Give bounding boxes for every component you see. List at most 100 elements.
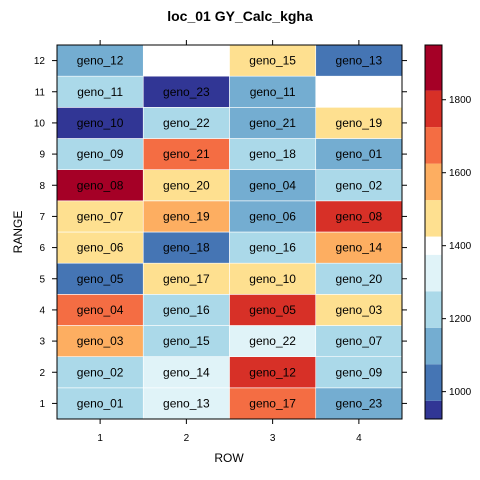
- cell-label: geno_22: [163, 116, 210, 130]
- heatmap-cell: [56, 75, 144, 108]
- colorbar-swatch: [425, 127, 442, 164]
- heatmap-cell: [56, 107, 144, 139]
- cell-label: geno_09: [336, 365, 383, 379]
- colorbar-swatch: [425, 45, 442, 91]
- cell-label: geno_23: [336, 396, 383, 410]
- colorbar-tick-label: 1400: [449, 241, 472, 252]
- colorbar-frame: [424, 44, 443, 420]
- heatmap-cell: [229, 231, 317, 264]
- cell-label: geno_03: [77, 334, 124, 348]
- cell-label: geno_07: [336, 334, 383, 348]
- plot-frame: [56, 44, 403, 420]
- cell-label: geno_09: [77, 147, 124, 161]
- cell-label: geno_10: [77, 116, 124, 130]
- y-tick-label: 7: [39, 212, 45, 223]
- x-tick-label: 1: [97, 433, 103, 444]
- heatmap-cell: [315, 262, 403, 295]
- heatmap-cell: [229, 262, 317, 295]
- colorbar-swatch: [425, 327, 442, 365]
- colorbar-tick-label: 1600: [449, 168, 472, 179]
- cell-label: geno_02: [77, 365, 124, 379]
- chart-title: loc_01 GY_Calc_kgha: [167, 8, 313, 24]
- heatmap-cell: [142, 138, 230, 170]
- cell-label: geno_05: [77, 272, 124, 286]
- y-axis-title: RANGE: [11, 211, 25, 254]
- y-tick-label: 3: [39, 337, 45, 348]
- heatmap-cell: [315, 325, 403, 357]
- heatmap-cell: [56, 356, 144, 389]
- x-axis: 1 2 3 4: [97, 40, 362, 444]
- x-axis-title: ROW: [214, 451, 244, 465]
- heatmap-cell: [56, 387, 144, 420]
- cell-label: geno_14: [336, 241, 383, 255]
- cell-label: geno_10: [249, 272, 296, 286]
- colorbar-tick-label: 1800: [449, 95, 472, 106]
- heatmap-cell: [142, 75, 230, 108]
- heatmap-cell: [142, 387, 230, 420]
- cell-label: geno_21: [163, 147, 210, 161]
- cell-label: geno_18: [249, 147, 296, 161]
- colorbar-swatch: [425, 90, 442, 128]
- y-tick-label: 8: [39, 181, 45, 192]
- cell-label: geno_20: [163, 178, 210, 192]
- cell-label: geno_03: [336, 303, 383, 317]
- cell-label: geno_01: [336, 147, 383, 161]
- cell-label: geno_11: [77, 85, 123, 99]
- cell-label: geno_16: [249, 241, 296, 255]
- colorbar-swatch: [425, 400, 442, 419]
- y-tick-label: 2: [39, 368, 45, 379]
- cell-label: geno_13: [163, 396, 210, 410]
- cell-label: geno_19: [336, 116, 383, 130]
- cell-label: geno_07: [77, 209, 124, 223]
- x-tick-label: 2: [184, 433, 190, 444]
- heatmap-cell: [315, 107, 403, 139]
- heatmap-cells: geno_01 geno_13 geno_17 geno_23 geno_02 geno_…: [56, 44, 403, 420]
- colorbar: 1000 1200 1400 1600 1800: [424, 44, 472, 420]
- cell-label: geno_22: [249, 334, 296, 348]
- y-tick-label: 9: [39, 150, 45, 161]
- heatmap-cell: [229, 200, 317, 233]
- cell-label: geno_16: [163, 303, 210, 317]
- cell-label: geno_21: [249, 116, 296, 130]
- colorbar-swatch: [425, 364, 442, 401]
- heatmap-cell: [315, 294, 403, 326]
- heatmap-cell: [315, 138, 403, 170]
- x-tick-label: 4: [356, 433, 362, 444]
- y-tick-label: 6: [39, 243, 45, 254]
- heatmap-cell: [142, 325, 230, 357]
- cell-label: geno_11: [250, 85, 296, 99]
- y-tick-label: 12: [34, 56, 46, 67]
- y-tick-label: 1: [39, 399, 45, 410]
- y-tick-label: 11: [35, 87, 46, 98]
- colorbar-swatch: [425, 163, 442, 201]
- colorbar-swatch: [425, 236, 442, 255]
- cell-label: geno_13: [336, 54, 383, 68]
- cell-label: geno_17: [249, 396, 296, 410]
- heatmap-cell: [315, 200, 403, 233]
- cell-label: geno_05: [249, 303, 296, 317]
- cell-label: geno_23: [163, 85, 210, 99]
- cell-label: geno_12: [249, 365, 296, 379]
- cell-label: geno_15: [249, 54, 296, 68]
- cell-label: geno_12: [77, 54, 124, 68]
- colorbar-tick-label: 1000: [449, 387, 472, 398]
- cell-label: geno_14: [163, 365, 210, 379]
- heatmap-cell: [315, 387, 403, 420]
- y-tick-label: 5: [39, 274, 45, 285]
- colorbar-tick-label: 1200: [449, 314, 472, 325]
- heatmap-cell: [142, 107, 230, 139]
- colorbar-swatch: [425, 200, 442, 237]
- heatmap-cell: [229, 44, 317, 77]
- heatmap-cell: [229, 356, 317, 389]
- colorbar-swatch: [425, 254, 442, 292]
- heatmap-cell: [56, 169, 144, 202]
- cell-label: geno_08: [336, 209, 383, 223]
- x-tick-label: 3: [270, 433, 276, 444]
- cell-label: geno_06: [249, 209, 296, 223]
- cell-label: geno_19: [163, 209, 210, 223]
- cell-label: geno_04: [249, 178, 296, 192]
- heatmap-cell: [142, 356, 230, 389]
- y-tick-label: 10: [34, 118, 46, 129]
